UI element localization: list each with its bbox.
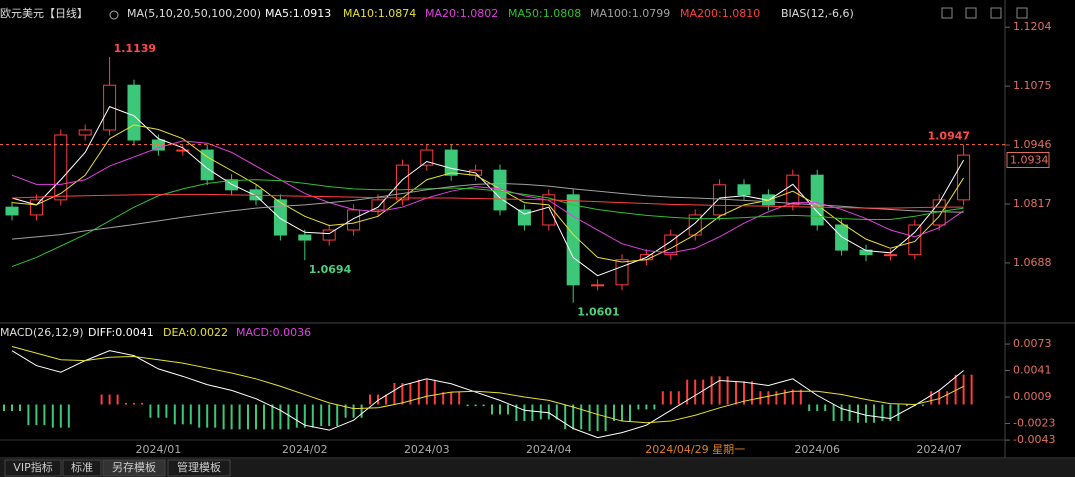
window-icons: [941, 7, 1028, 19]
candle-body: [371, 199, 385, 211]
tab-bar: [0, 459, 1075, 477]
y-tick-label: 0.0073: [1013, 337, 1052, 350]
legend-entry: MA10:1.0874: [343, 7, 416, 20]
indicator-line: [11, 350, 964, 439]
indicator-line: [11, 182, 964, 240]
candle-body: [322, 229, 336, 241]
tab-label[interactable]: 管理模板: [177, 460, 221, 474]
tab-label[interactable]: VIP指标: [13, 460, 52, 474]
tab[interactable]: [62, 459, 102, 477]
legend-entry: MA5:1.0913: [265, 7, 331, 20]
icon[interactable]: [965, 7, 977, 19]
icon[interactable]: [1016, 7, 1028, 19]
x-tick-label: 2024/03: [404, 443, 450, 456]
x-tick-label: 2024/04/29 星期一: [645, 443, 745, 456]
tab-label[interactable]: 标准: [71, 460, 93, 474]
candle-body: [786, 174, 800, 206]
icon[interactable]: [941, 7, 953, 19]
candle-body: [591, 284, 605, 287]
extreme-label: 1.0601: [577, 306, 619, 319]
legend-entry: MA20:1.0802: [425, 7, 498, 20]
y-tick-label: 0.0041: [1013, 364, 1052, 377]
indicator-label: MA(5,10,20,50,100,200): [127, 7, 261, 20]
tab[interactable]: [167, 459, 231, 477]
macd-title: MACD(26,12,9): [0, 326, 84, 339]
candle-body: [200, 149, 214, 181]
y-tick-label: 0.0009: [1013, 390, 1052, 403]
extreme-label: 1.0694: [309, 263, 352, 276]
x-tick-label: 2024/04: [526, 443, 572, 456]
tab[interactable]: [102, 459, 166, 477]
candle-body: [957, 154, 971, 201]
candle-body: [810, 174, 824, 226]
candle-body: [908, 224, 922, 256]
extreme-label: 1.1139: [114, 42, 156, 55]
candle-body: [883, 254, 897, 257]
candle-body: [78, 129, 92, 136]
y-tick-label: 1.0946: [1013, 138, 1052, 151]
extreme-label: 1.0947: [928, 130, 970, 143]
indicator-line: [11, 179, 964, 268]
candle-body: [5, 206, 19, 216]
candle-body: [713, 184, 727, 216]
candle-body: [566, 194, 580, 286]
price-tag-label: 1.0934: [1010, 154, 1049, 167]
legend-entry: MA100:1.0799: [590, 7, 670, 20]
x-tick-label: 2024/07: [916, 443, 962, 456]
symbol-title: 欧元美元【日线】: [0, 6, 88, 20]
candle-body: [29, 199, 43, 216]
y-tick-label: -0.0043: [1013, 433, 1055, 446]
legend-entry: MACD:0.0036: [236, 326, 311, 339]
candle-body: [420, 149, 434, 166]
candle-body: [298, 234, 312, 241]
candle-body: [444, 149, 458, 176]
x-tick-label: 2024/06: [794, 443, 840, 456]
legend-entry: DEA:0.0022: [163, 326, 228, 339]
y-tick-label: 1.1075: [1013, 79, 1052, 92]
candle-body: [273, 199, 287, 236]
price-tag: [1006, 152, 1050, 169]
x-tick-label: 2024/01: [136, 443, 182, 456]
tab[interactable]: [4, 459, 62, 477]
candle-body: [127, 84, 141, 141]
y-tick-label: 1.0688: [1013, 256, 1052, 269]
candle-body: [737, 184, 751, 196]
tab-label[interactable]: 另存模板: [112, 460, 156, 474]
indicator-line: [11, 193, 964, 209]
y-tick-label: 1.0817: [1013, 197, 1052, 210]
candle-body: [615, 259, 629, 286]
y-tick-label: -0.0023: [1013, 417, 1055, 430]
indicator-line: [11, 346, 964, 424]
candle-body: [347, 209, 361, 231]
candle-body: [176, 149, 190, 152]
x-tick-label: 2024/02: [282, 443, 328, 456]
candle-body: [517, 209, 531, 226]
indicator-line: [11, 124, 965, 263]
legend-entry: MA200:1.0810: [680, 7, 760, 20]
icon[interactable]: [990, 7, 1002, 19]
bias-label: BIAS(12,-6,6): [781, 7, 854, 20]
candle-body: [395, 164, 409, 201]
settings-icon[interactable]: [109, 10, 119, 20]
y-tick-label: 1.1204: [1013, 20, 1052, 33]
legend-entry: DIFF:0.0041: [88, 326, 154, 339]
candle-body: [835, 224, 849, 251]
legend-entry: MA50:1.0808: [508, 7, 581, 20]
